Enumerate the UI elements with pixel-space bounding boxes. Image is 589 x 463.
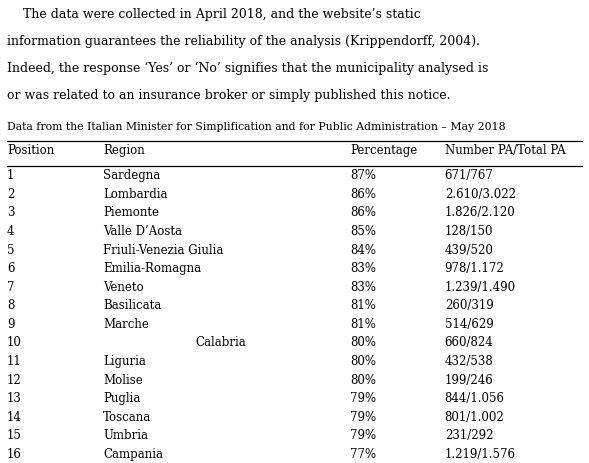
Text: The data were collected in April 2018, and the website’s static: The data were collected in April 2018, a… [7, 8, 421, 21]
Text: Marche: Marche [103, 317, 149, 330]
Text: 13: 13 [7, 391, 22, 404]
Text: 15: 15 [7, 428, 22, 441]
Text: 8: 8 [7, 299, 15, 312]
Text: 80%: 80% [350, 354, 376, 367]
Text: 11: 11 [7, 354, 22, 367]
Text: 4: 4 [7, 225, 15, 238]
Text: 84%: 84% [350, 243, 376, 256]
Text: Lombardia: Lombardia [103, 188, 168, 200]
Text: Percentage: Percentage [350, 144, 418, 157]
Text: Valle D’Aosta: Valle D’Aosta [103, 225, 182, 238]
Text: 9: 9 [7, 317, 15, 330]
Text: 1.239/1.490: 1.239/1.490 [445, 280, 516, 293]
Text: 978/1.172: 978/1.172 [445, 262, 504, 275]
Text: 10: 10 [7, 336, 22, 349]
Text: 671/767: 671/767 [445, 169, 494, 182]
Text: Veneto: Veneto [103, 280, 144, 293]
Text: Calabria: Calabria [196, 336, 246, 349]
Text: Puglia: Puglia [103, 391, 140, 404]
Text: 2: 2 [7, 188, 15, 200]
Text: 2.610/3.022: 2.610/3.022 [445, 188, 516, 200]
Text: Friuli-Venezia Giulia: Friuli-Venezia Giulia [103, 243, 223, 256]
Text: 79%: 79% [350, 391, 376, 404]
Text: 79%: 79% [350, 410, 376, 423]
Text: Sardegna: Sardegna [103, 169, 160, 182]
Text: 231/292: 231/292 [445, 428, 493, 441]
Text: 801/1.002: 801/1.002 [445, 410, 504, 423]
Text: 12: 12 [7, 373, 22, 386]
Text: Region: Region [103, 144, 145, 157]
Text: Liguria: Liguria [103, 354, 146, 367]
Text: 81%: 81% [350, 317, 376, 330]
Text: Campania: Campania [103, 447, 163, 460]
Text: Emilia-Romagna: Emilia-Romagna [103, 262, 201, 275]
Text: 514/629: 514/629 [445, 317, 494, 330]
Text: 660/824: 660/824 [445, 336, 494, 349]
Text: 83%: 83% [350, 280, 376, 293]
Text: 844/1.056: 844/1.056 [445, 391, 505, 404]
Text: information guarantees the reliability of the analysis (Krippendorff, 2004).: information guarantees the reliability o… [7, 35, 480, 48]
Text: 128/150: 128/150 [445, 225, 493, 238]
Text: Indeed, the response ‘Yes’ or ‘No’ signifies that the municipality analysed is: Indeed, the response ‘Yes’ or ‘No’ signi… [7, 62, 488, 75]
Text: 1: 1 [7, 169, 15, 182]
Text: 79%: 79% [350, 428, 376, 441]
Text: 7: 7 [7, 280, 15, 293]
Text: 80%: 80% [350, 336, 376, 349]
Text: Basilicata: Basilicata [103, 299, 161, 312]
Text: 83%: 83% [350, 262, 376, 275]
Text: 80%: 80% [350, 373, 376, 386]
Text: 86%: 86% [350, 206, 376, 219]
Text: or was related to an insurance broker or simply published this notice.: or was related to an insurance broker or… [7, 89, 451, 102]
Text: 3: 3 [7, 206, 15, 219]
Text: 5: 5 [7, 243, 15, 256]
Text: 87%: 87% [350, 169, 376, 182]
Text: 81%: 81% [350, 299, 376, 312]
Text: 6: 6 [7, 262, 15, 275]
Text: 85%: 85% [350, 225, 376, 238]
Text: 199/246: 199/246 [445, 373, 494, 386]
Text: Toscana: Toscana [103, 410, 151, 423]
Text: Data from the Italian Minister for Simplification and for Public Administration : Data from the Italian Minister for Simpl… [7, 121, 506, 131]
Text: 16: 16 [7, 447, 22, 460]
Text: 86%: 86% [350, 188, 376, 200]
Text: 1.826/2.120: 1.826/2.120 [445, 206, 515, 219]
Text: Position: Position [7, 144, 54, 157]
Text: 439/520: 439/520 [445, 243, 494, 256]
Text: 14: 14 [7, 410, 22, 423]
Text: 1.219/1.576: 1.219/1.576 [445, 447, 516, 460]
Text: Molise: Molise [103, 373, 143, 386]
Text: Number PA/Total PA: Number PA/Total PA [445, 144, 565, 157]
Text: Umbria: Umbria [103, 428, 148, 441]
Text: Piemonte: Piemonte [103, 206, 159, 219]
Text: 260/319: 260/319 [445, 299, 494, 312]
Text: 432/538: 432/538 [445, 354, 494, 367]
Text: 77%: 77% [350, 447, 376, 460]
